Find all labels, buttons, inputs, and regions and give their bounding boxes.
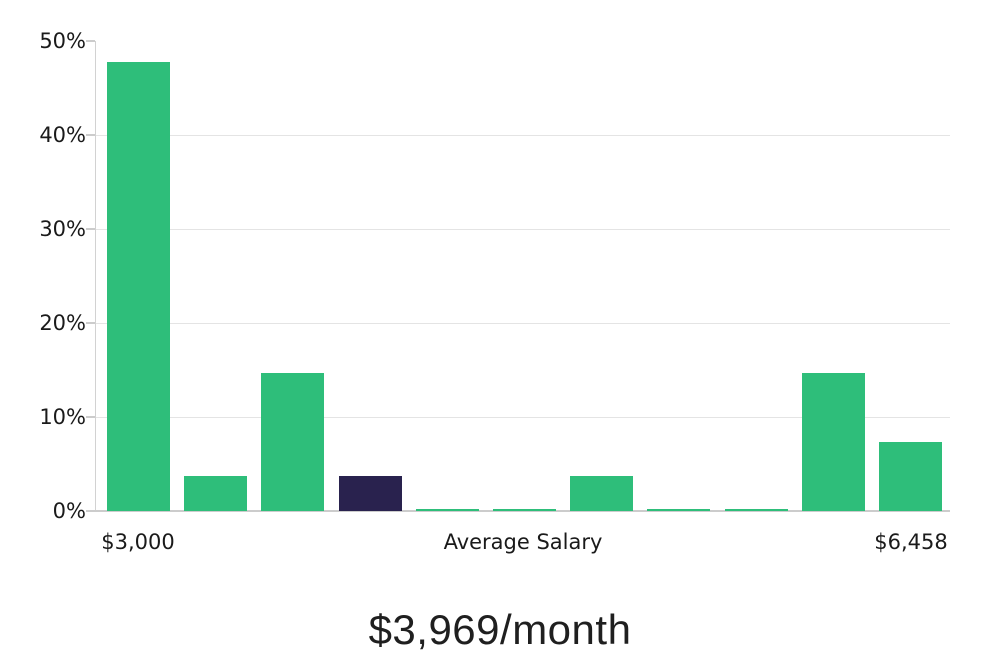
histogram-bar-1 [184, 476, 248, 511]
histogram-bar-5 [493, 509, 556, 511]
x-axis-label-min-salary: $3,000 [101, 530, 175, 554]
histogram-bar-2 [261, 372, 325, 511]
average-salary-title: $3,969/month [368, 606, 632, 653]
x-axis-baseline [95, 510, 950, 512]
y-axis-tick-50% [86, 40, 95, 42]
y-axis-tick-label-40%: 40% [39, 123, 86, 147]
plot-area [95, 41, 950, 511]
histogram-bar-10 [879, 442, 942, 511]
y-axis-line [95, 41, 96, 511]
y-axis-tick-label-0%: 0% [52, 499, 86, 523]
y-axis-tick-0% [86, 510, 95, 512]
y-axis-tick-30% [86, 228, 95, 230]
histogram-bar-9 [801, 372, 865, 511]
y-axis-tick-40% [86, 134, 95, 136]
histogram-bar-4 [415, 509, 479, 511]
histogram-bar-8 [724, 509, 788, 511]
x-axis-label-average-salary: Average Salary [443, 530, 603, 554]
y-axis-tick-label-20%: 20% [39, 311, 86, 335]
y-axis-tick-label-10%: 10% [39, 405, 86, 429]
y-axis-tick-10% [86, 416, 95, 418]
histogram-bar-6 [570, 476, 634, 511]
y-axis-tick-20% [86, 322, 95, 324]
histogram-bar-average-highlight [338, 476, 402, 511]
y-axis-tick-label-30%: 30% [39, 217, 86, 241]
y-axis-tick-label-50%: 50% [39, 29, 86, 53]
histogram-bar-7 [647, 509, 711, 511]
histogram-bar-0 [107, 61, 170, 511]
x-axis-label-max-salary: $6,458 [874, 530, 948, 554]
